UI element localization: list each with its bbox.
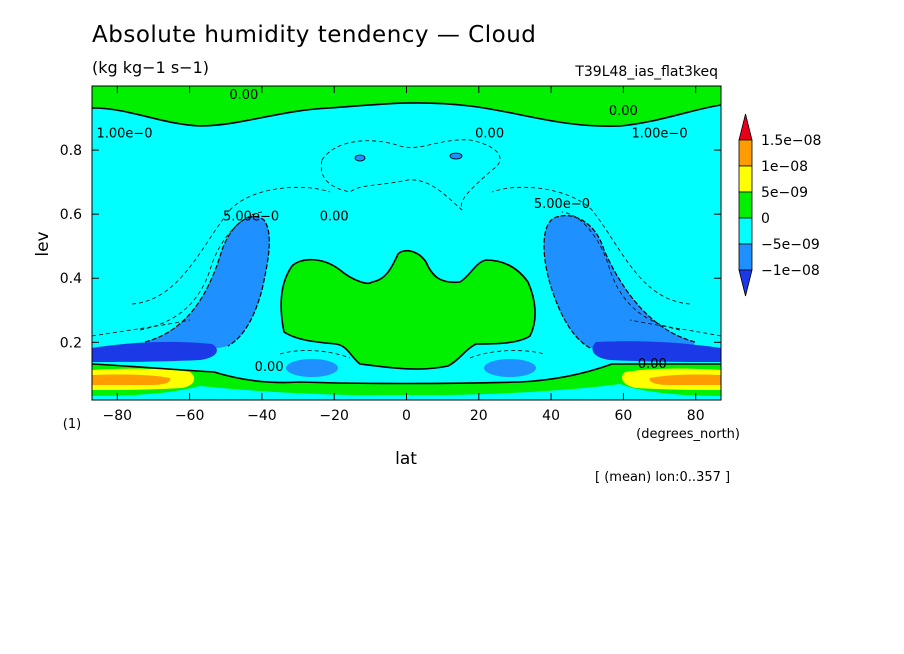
y-axis-units: (1) xyxy=(63,417,81,432)
colorbar-label: −1e−08 xyxy=(761,263,820,279)
zero-contours xyxy=(92,102,721,385)
contour-label: 0.00 xyxy=(609,104,638,119)
colorbar-label: −5e−09 xyxy=(761,237,820,253)
contour-labels: 0.00 0.00 0.00 0.00 0.00 0.00 5.00e−0 5.00e−0 1.… xyxy=(96,88,687,375)
contour-fill-layer xyxy=(92,86,721,400)
patch-aloft-left xyxy=(354,154,366,162)
contour-label: 1.00e−0 xyxy=(96,126,152,141)
region-top-green xyxy=(92,86,721,127)
colorbar-swatch xyxy=(738,139,753,167)
y-tick-label: 0.6 xyxy=(60,207,82,223)
y-tick-label: 0.4 xyxy=(60,271,82,287)
x-axis: −80 −60 −40 −20 0 20 40 60 80 xyxy=(103,86,705,424)
region-bottom-cyan xyxy=(92,384,721,400)
x-tick-label: −80 xyxy=(103,408,133,424)
x-tick-label: 20 xyxy=(470,408,488,424)
contour-label: 0.00 xyxy=(638,357,667,372)
mean-note: [ (mean) lon:0..357 ] xyxy=(595,470,731,485)
x-tick-label: 40 xyxy=(542,408,560,424)
colorbar-swatch xyxy=(738,191,753,219)
colorbar-swatch xyxy=(738,243,753,271)
x-tick-label: 80 xyxy=(687,408,705,424)
colorbar: 1.5e−08 1e−08 5e−09 0 −5e−09 −1e−08 xyxy=(738,113,821,297)
experiment-name: T39L48_ias_flat3keq xyxy=(575,64,718,80)
x-tick-label: −40 xyxy=(247,408,277,424)
x-axis-units: (degrees_north) xyxy=(636,427,740,442)
contour-label: 0.00 xyxy=(475,126,504,141)
chart-title: Absolute humidity tendency — Cloud xyxy=(92,22,537,48)
contour-label: 0.00 xyxy=(255,360,284,375)
x-tick-label: −20 xyxy=(319,408,349,424)
colorbar-label: 1e−08 xyxy=(761,159,808,175)
colorbar-swatch xyxy=(738,269,753,297)
contour-label: 5.00e−0 xyxy=(223,210,279,225)
region-left-orange xyxy=(92,374,171,385)
lobe-contours xyxy=(144,214,696,349)
y-tick-label: 0.2 xyxy=(60,335,82,351)
region-right-deepblue xyxy=(592,341,721,362)
contour-label: 0.00 xyxy=(320,210,349,225)
colorbar-label: 1.5e−08 xyxy=(761,133,821,149)
region-center-green xyxy=(281,250,536,370)
colorbar-swatch xyxy=(738,113,753,141)
y-axis: 0.2 0.4 0.6 0.8 xyxy=(60,143,721,351)
y-axis-label: lev xyxy=(33,231,53,256)
y-tick-label: 0.8 xyxy=(60,143,82,159)
x-tick-label: −60 xyxy=(175,408,205,424)
region-right-orange xyxy=(649,374,721,385)
region-blue-patch-left xyxy=(286,359,338,377)
contour-label: 0.00 xyxy=(229,88,258,103)
region-left-blue xyxy=(145,216,270,353)
contour-label: 5.00e−0 xyxy=(534,197,590,212)
colorbar-swatch xyxy=(738,165,753,193)
region-left-deepblue xyxy=(92,341,217,362)
dashed-contours xyxy=(92,139,721,359)
region-blue-patch-right xyxy=(484,359,536,377)
contour-label: 1.00e−0 xyxy=(631,126,687,141)
x-tick-label: 60 xyxy=(614,408,632,424)
patch-aloft-right xyxy=(449,152,463,160)
region-right-blue xyxy=(544,215,695,354)
colorbar-label: 0 xyxy=(761,211,770,227)
colorbar-swatch xyxy=(738,217,753,245)
x-axis-label: lat xyxy=(395,449,417,469)
colorbar-label: 5e−09 xyxy=(761,185,808,201)
x-tick-label: 0 xyxy=(402,408,411,424)
chart-units: (kg kg−1 s−1) xyxy=(92,58,210,77)
